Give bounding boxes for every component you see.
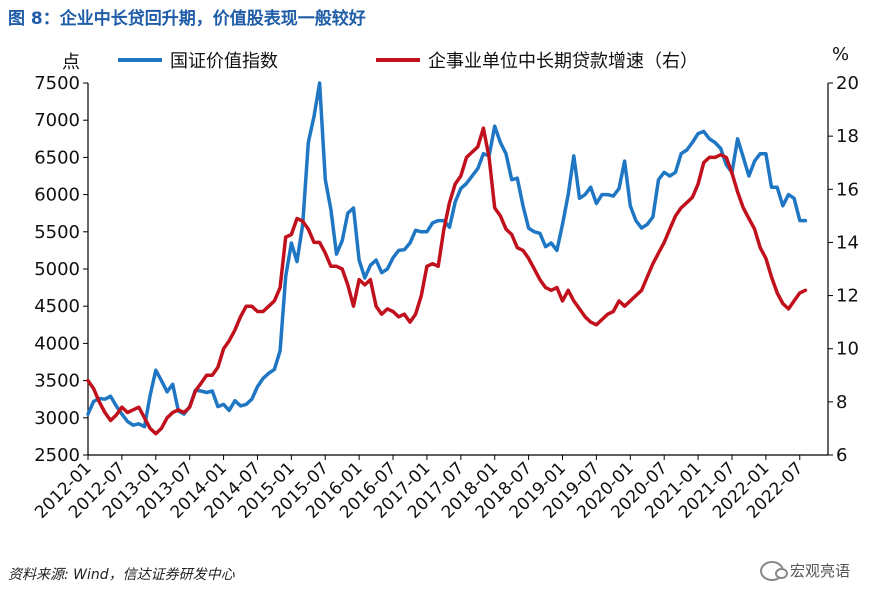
series-layer (86, 81, 808, 436)
source-note: 资料来源: Wind，信达证券研发中心 (8, 567, 235, 583)
right-tick-label: 6 (836, 445, 847, 466)
wechat-icon (760, 560, 788, 581)
left-tick-label: 7500 (34, 73, 80, 94)
right-axis-unit: % (832, 44, 849, 65)
left-tick-label: 3500 (34, 371, 80, 392)
right-tick-label: 16 (836, 179, 859, 200)
right-tick-label: 14 (836, 232, 859, 253)
series-line-loan-growth (86, 126, 808, 436)
right-tick-label: 10 (836, 339, 859, 360)
right-tick-label: 20 (836, 73, 859, 94)
left-tick-label: 6500 (34, 147, 80, 168)
series-line-value-index (86, 81, 808, 429)
right-tick-label: 8 (836, 392, 847, 413)
legend-label-value-index: 国证价值指数 (170, 51, 278, 72)
watermark-text: 宏观亮语 (790, 562, 851, 580)
right-tick-label: 18 (836, 126, 859, 147)
left-tick-label: 7000 (34, 110, 80, 131)
left-tick-label: 4500 (34, 296, 80, 317)
left-tick-label: 2500 (34, 445, 80, 466)
legend: 国证价值指数 企事业单位中长期贷款增速（右） (118, 51, 698, 72)
left-tick-label: 3000 (34, 408, 80, 429)
left-tick-label: 5000 (34, 259, 80, 280)
left-axis-unit: 点 (62, 52, 80, 73)
legend-label-loan-growth: 企事业单位中长期贷款增速（右） (428, 51, 698, 72)
axes: 2500 3000 3500 4000 4500 5000 5500 6000 6500 7000… (31, 73, 859, 523)
left-tick-label: 4000 (34, 333, 80, 354)
left-tick-label: 5500 (34, 222, 80, 243)
dual-axis-line-chart: 国证价值指数 企事业单位中长期贷款增速（右） 点 % 2500 3000 3500 4… (31, 44, 859, 523)
left-tick-label: 6000 (34, 185, 80, 206)
watermark: 宏观亮语 (760, 560, 850, 581)
right-tick-label: 12 (836, 286, 859, 307)
figure-title: 图 8：企业中长贷回升期，价值股表现一般较好 (8, 9, 366, 29)
